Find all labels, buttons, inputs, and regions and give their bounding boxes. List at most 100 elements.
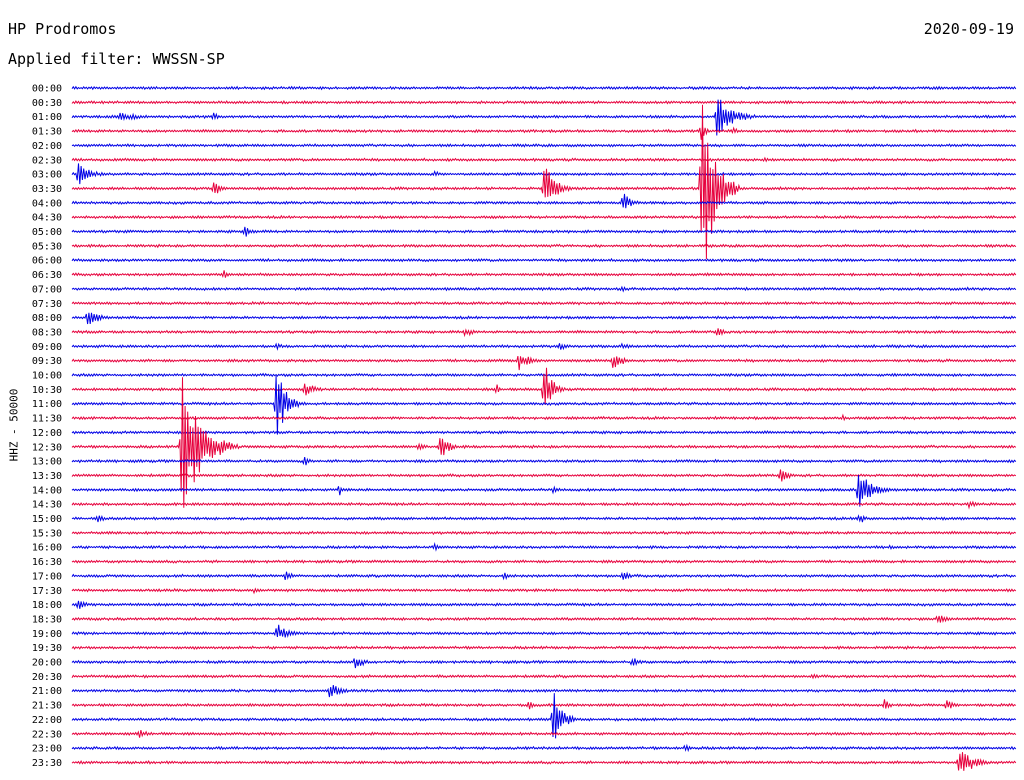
time-tick-label: 07:30 xyxy=(32,299,62,310)
trace-row xyxy=(71,729,1017,738)
time-tick-label: 08:30 xyxy=(32,327,62,338)
time-tick-label: 01:30 xyxy=(32,127,62,138)
trace-row xyxy=(71,285,1017,293)
time-tick-label: 03:00 xyxy=(32,170,62,181)
time-tick-label: 05:00 xyxy=(32,227,62,238)
trace-row xyxy=(71,85,1017,91)
time-tick-label: 20:30 xyxy=(32,672,62,683)
trace-row xyxy=(71,474,1017,507)
time-tick-label: 04:30 xyxy=(32,213,62,224)
time-tick-label: 11:00 xyxy=(32,399,62,410)
trace-row xyxy=(71,270,1017,278)
trace-row xyxy=(71,624,1017,638)
time-tick-label: 23:00 xyxy=(32,744,62,755)
trace-row xyxy=(71,587,1017,595)
trace-row xyxy=(71,367,1017,406)
time-tick-label: 16:30 xyxy=(32,557,62,568)
time-tick-label: 19:00 xyxy=(32,629,62,640)
trace-row xyxy=(71,312,1017,325)
trace-row xyxy=(71,413,1017,422)
time-tick-label: 18:00 xyxy=(32,600,62,611)
trace-row xyxy=(71,377,1017,508)
time-tick-label: 05:30 xyxy=(32,241,62,252)
time-tick-label: 07:00 xyxy=(32,284,62,295)
trace-row xyxy=(71,243,1017,249)
trace-row xyxy=(71,645,1017,651)
time-tick-label: 16:00 xyxy=(32,543,62,554)
trace-row xyxy=(71,693,1017,739)
trace-row xyxy=(71,355,1017,371)
trace-row xyxy=(71,300,1017,306)
time-tick-label: 13:30 xyxy=(32,471,62,482)
time-tick-label: 00:30 xyxy=(32,98,62,109)
time-tick-label: 03:30 xyxy=(32,184,62,195)
time-tick-label: 18:30 xyxy=(32,614,62,625)
time-label-group: 00:00 00:30 01:00 01:30 02:00 02:30 03:00 03:30… xyxy=(32,84,62,769)
trace-row xyxy=(71,214,1017,220)
trace-row xyxy=(71,673,1017,680)
time-tick-label: 06:30 xyxy=(32,270,62,281)
station-name: HP Prodromos xyxy=(8,20,117,38)
trace-row xyxy=(71,657,1017,669)
time-tick-label: 15:00 xyxy=(32,514,62,525)
time-tick-label: 10:00 xyxy=(32,371,62,382)
trace-row xyxy=(71,257,1017,263)
trace-row xyxy=(71,615,1017,624)
trace-row xyxy=(71,430,1017,435)
trace-row xyxy=(71,699,1017,710)
time-tick-label: 06:00 xyxy=(32,256,62,267)
time-tick-label: 14:00 xyxy=(32,485,62,496)
trace-row xyxy=(71,743,1017,753)
time-tick-label: 21:30 xyxy=(32,701,62,712)
time-tick-label: 10:30 xyxy=(32,385,62,396)
trace-row xyxy=(71,600,1017,610)
trace-row xyxy=(71,126,1017,140)
time-tick-label: 12:00 xyxy=(32,428,62,439)
trace-row xyxy=(71,542,1017,552)
time-tick-label: 12:30 xyxy=(32,442,62,453)
time-tick-label: 19:30 xyxy=(32,643,62,654)
trace-row xyxy=(71,142,1017,148)
trace-row xyxy=(71,469,1017,482)
trace-row xyxy=(71,752,1017,771)
time-tick-label: 04:00 xyxy=(32,198,62,209)
time-tick-label: 02:00 xyxy=(32,141,62,152)
record-date: 2020-09-19 xyxy=(923,20,1014,38)
trace-row xyxy=(71,104,1017,260)
trace-group xyxy=(71,85,1017,771)
time-tick-label: 13:00 xyxy=(32,457,62,468)
trace-row xyxy=(71,559,1017,564)
time-tick-label: 22:00 xyxy=(32,715,62,726)
trace-row xyxy=(71,226,1017,237)
trace-row xyxy=(71,457,1017,466)
trace-row xyxy=(71,530,1017,536)
trace-row xyxy=(71,156,1017,163)
time-tick-label: 09:30 xyxy=(32,356,62,367)
trace-row xyxy=(71,375,1017,435)
time-tick-label: 02:30 xyxy=(32,155,62,166)
time-tick-label: 08:00 xyxy=(32,313,62,324)
trace-row xyxy=(71,571,1017,581)
trace-row xyxy=(71,514,1017,523)
time-tick-label: 20:00 xyxy=(32,658,62,669)
trace-row xyxy=(71,500,1017,510)
time-tick-label: 23:30 xyxy=(32,758,62,769)
trace-row xyxy=(71,328,1017,338)
time-tick-label: 14:30 xyxy=(32,500,62,511)
time-tick-label: 15:30 xyxy=(32,528,62,539)
trace-row xyxy=(71,99,1017,136)
time-tick-label: 09:00 xyxy=(32,342,62,353)
time-tick-label: 21:00 xyxy=(32,686,62,697)
trace-row xyxy=(71,99,1017,105)
trace-row xyxy=(71,685,1017,698)
trace-row xyxy=(71,193,1017,209)
time-tick-label: 17:00 xyxy=(32,571,62,582)
trace-row xyxy=(71,342,1017,351)
time-tick-label: 00:00 xyxy=(32,84,62,95)
time-tick-label: 17:30 xyxy=(32,586,62,597)
filter-label: Applied filter: WWSSN-SP xyxy=(8,50,225,68)
time-tick-label: 01:00 xyxy=(32,112,62,123)
time-tick-label: 11:30 xyxy=(32,414,62,425)
time-tick-label: 22:30 xyxy=(32,729,62,740)
